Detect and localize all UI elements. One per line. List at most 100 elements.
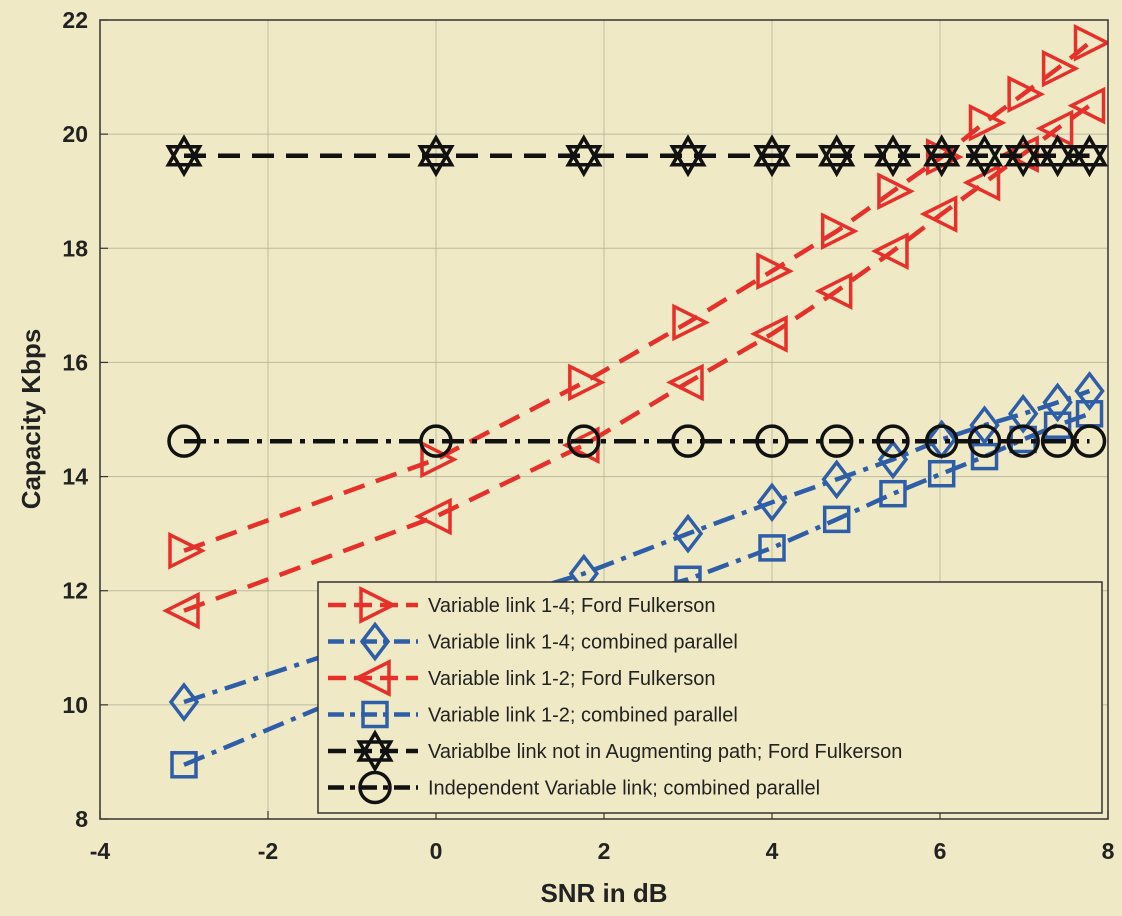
legend-marker: [358, 770, 392, 805]
data-point-down-triangle: [1070, 145, 1108, 178]
legend-marker: [359, 586, 397, 624]
y-tick-label: 22: [62, 7, 88, 33]
data-point-down-triangle: [818, 145, 856, 178]
data-point: [568, 363, 606, 402]
y-axis-label: Capacity Kbps: [16, 329, 46, 510]
legend-label: Independent Variable link; combined para…: [428, 778, 820, 800]
data-point-down-triangle: [417, 145, 455, 178]
tick-labels: -4 -2 0 2 4 6 8 8 10 12 14 16 18 20 22: [62, 7, 1114, 864]
data-point-up-triangle: [818, 134, 856, 167]
y-tick-label: 10: [62, 692, 88, 718]
data-point: [565, 134, 603, 178]
data-point: [758, 534, 786, 562]
data-point: [1070, 134, 1108, 178]
y-tick-label: 12: [62, 578, 88, 604]
data-point: [1007, 393, 1039, 434]
data-point: [967, 424, 1002, 458]
data-point: [1067, 86, 1106, 125]
data-point: [420, 440, 458, 479]
x-tick-label: 6: [934, 838, 947, 864]
y-tick-label: 18: [62, 235, 88, 261]
x-axis-label: SNR in dB: [540, 878, 667, 908]
data-point-down-triangle: [874, 145, 912, 178]
series-6: [167, 424, 1107, 458]
data-point: [970, 442, 999, 471]
legend-label: Variable link 1-2; Ford Fulkerson: [428, 668, 716, 690]
data-point: [871, 232, 909, 270]
data-point: [671, 424, 705, 458]
data-point: [819, 424, 854, 458]
x-tick-label: 0: [430, 838, 443, 864]
data-point: [672, 303, 710, 342]
data-point: [962, 163, 1001, 202]
data-point: [162, 591, 200, 630]
data-point: [666, 363, 704, 402]
data-point: [876, 424, 910, 458]
data-point: [968, 103, 1007, 142]
y-tick-label: 8: [75, 806, 88, 832]
data-point: [417, 134, 455, 178]
legend-entry: Variablbe link not in Augmenting path; F…: [328, 729, 902, 773]
legend-marker: [356, 729, 394, 773]
legend-entry: Independent Variable link; combined para…: [328, 770, 820, 805]
data-point: [165, 134, 203, 178]
data-point-up-triangle: [874, 134, 912, 167]
y-tick-label: 16: [62, 349, 88, 375]
data-point-down-triangle: [1004, 145, 1042, 178]
data-point: [877, 172, 915, 211]
legend-label: Variable link 1-4; combined parallel: [428, 632, 738, 654]
data-point-up-triangle: [417, 134, 455, 167]
legend-entry: Variable link 1-2; Ford Fulkerson: [328, 659, 716, 697]
data-point: [927, 459, 956, 488]
legend: Variable link 1-4; Ford Fulkerson Variabl…: [317, 581, 1103, 814]
legend-marker-up-triangle: [356, 729, 394, 762]
series-line: [183, 388, 1091, 705]
data-point: [1035, 109, 1074, 148]
data-point: [821, 459, 852, 500]
data-point: [822, 505, 851, 534]
data-point-up-triangle: [1070, 134, 1108, 167]
data-point-down-triangle: [565, 145, 603, 178]
data-point-down-triangle: [923, 145, 961, 178]
data-point-up-triangle: [923, 134, 961, 167]
data-point: [750, 315, 788, 353]
data-point: [818, 134, 856, 178]
legend-label: Variable link 1-2; combined parallel: [428, 705, 738, 727]
data-point: [1006, 424, 1040, 458]
data-point: [1041, 49, 1080, 88]
y-tick-label: 20: [62, 121, 88, 147]
legend-marker-down-triangle: [356, 740, 394, 773]
data-point-down-triangle: [669, 145, 707, 178]
data-point-down-triangle: [753, 145, 791, 178]
data-point: [1074, 371, 1105, 411]
x-tick-label: -2: [258, 838, 278, 864]
series-5: [165, 134, 1108, 178]
data-point: [168, 531, 206, 570]
data-point-down-triangle: [165, 145, 203, 178]
x-tick-label: 8: [1102, 838, 1115, 864]
x-tick-label: -4: [90, 838, 111, 864]
data-point-up-triangle: [753, 134, 791, 167]
data-point-up-triangle: [669, 134, 707, 167]
legend-entry: Variable link 1-4; combined parallel: [328, 621, 738, 662]
data-point: [753, 134, 791, 178]
data-point: [755, 424, 789, 458]
data-point: [1072, 424, 1107, 458]
data-point: [924, 424, 959, 458]
data-point: [669, 134, 707, 178]
data-point: [567, 424, 601, 458]
data-point: [1007, 75, 1046, 114]
legend-marker: [361, 700, 389, 729]
data-point: [756, 482, 788, 523]
data-point: [1073, 23, 1108, 62]
legend-marker: [353, 659, 391, 697]
data-point: [923, 134, 961, 178]
data-point: [1038, 134, 1077, 178]
data-point-up-triangle: [1038, 134, 1077, 167]
legend-label: Variablbe link not in Augmenting path; F…: [428, 741, 902, 763]
data-point: [414, 497, 452, 536]
data-point: [820, 212, 859, 250]
data-point-up-triangle: [1004, 134, 1042, 167]
